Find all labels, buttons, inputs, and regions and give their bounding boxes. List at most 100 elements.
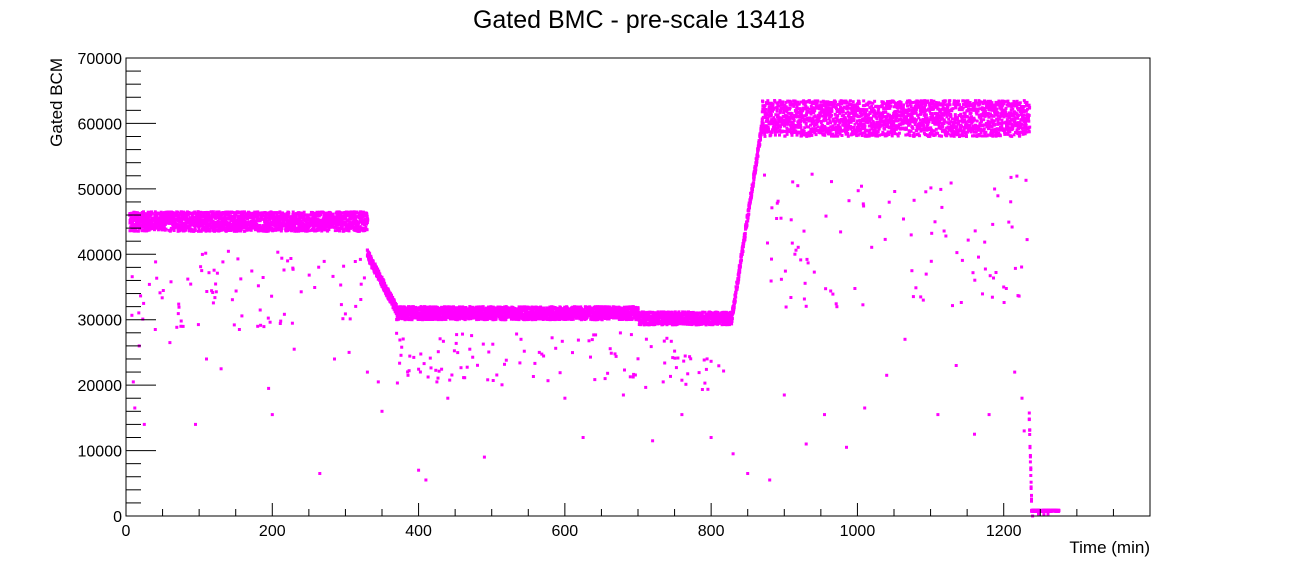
data-point — [232, 323, 236, 327]
data-point — [613, 305, 617, 309]
data-point — [434, 368, 438, 372]
data-point — [516, 311, 520, 315]
data-point — [236, 257, 240, 261]
data-point — [546, 313, 550, 317]
data-point — [630, 316, 634, 320]
data-point — [243, 210, 246, 214]
data-point — [234, 289, 238, 293]
data-point — [551, 308, 555, 312]
data-point — [215, 223, 219, 227]
data-point — [149, 213, 153, 217]
data-point — [146, 226, 150, 230]
data-point — [377, 269, 381, 273]
data-point — [397, 315, 401, 319]
data-point — [246, 228, 250, 232]
data-point — [247, 226, 250, 230]
data-point — [644, 319, 648, 323]
data-point — [398, 338, 402, 342]
data-point — [145, 213, 149, 217]
data-point — [406, 314, 410, 318]
data-point — [240, 314, 244, 318]
data-point — [695, 321, 699, 325]
data-point — [354, 218, 358, 222]
data-point — [392, 298, 396, 302]
data-point — [339, 213, 343, 217]
data-point — [432, 317, 436, 321]
data-point — [593, 312, 597, 316]
data-point — [574, 305, 578, 309]
data-point — [173, 226, 177, 230]
data-point — [176, 210, 180, 214]
data-point — [538, 317, 542, 321]
data-point — [266, 316, 270, 320]
data-point — [152, 222, 156, 226]
data-point — [441, 339, 445, 343]
data-point — [132, 229, 136, 233]
data-point — [686, 372, 690, 376]
data-point — [481, 342, 485, 346]
data-point — [438, 337, 442, 341]
data-point — [163, 223, 167, 226]
data-point — [391, 295, 395, 299]
data-point — [238, 226, 242, 230]
data-point — [200, 269, 204, 273]
data-point — [159, 213, 163, 217]
data-point — [541, 315, 545, 319]
data-point — [418, 317, 422, 321]
data-point — [177, 302, 181, 306]
data-point — [631, 375, 635, 379]
data-point — [456, 351, 460, 355]
data-point — [686, 317, 690, 321]
data-point — [524, 316, 528, 320]
data-point — [504, 317, 508, 321]
data-point — [683, 354, 687, 358]
data-point — [563, 306, 567, 310]
data-point — [358, 219, 362, 223]
data-point — [211, 210, 215, 214]
data-point — [522, 318, 526, 322]
data-point — [636, 307, 640, 311]
data-point — [362, 276, 366, 280]
data-point — [390, 293, 393, 297]
data-point — [353, 260, 357, 263]
data-point — [428, 356, 432, 360]
data-point — [354, 304, 358, 308]
data-point — [341, 317, 345, 321]
data-point — [201, 215, 205, 219]
data-point — [241, 220, 245, 224]
data-point — [185, 215, 189, 219]
data-point — [481, 305, 485, 309]
data-point — [184, 224, 188, 228]
data-point — [603, 308, 607, 312]
data-point — [438, 313, 442, 317]
data-point — [632, 372, 636, 376]
data-point — [673, 356, 677, 360]
data-point — [709, 359, 713, 363]
data-point — [204, 223, 208, 227]
data-point — [297, 224, 301, 228]
data-point — [394, 303, 398, 306]
data-point — [302, 210, 306, 214]
data-point — [422, 362, 426, 366]
data-point — [673, 349, 677, 353]
data-point — [669, 374, 672, 378]
data-point — [614, 354, 618, 358]
data-point — [179, 216, 183, 220]
data-point — [571, 317, 575, 321]
data-point — [137, 217, 141, 220]
data-point — [696, 312, 700, 316]
data-point — [142, 301, 146, 305]
data-point — [242, 218, 246, 222]
data-point — [354, 215, 358, 219]
data-point — [227, 213, 230, 217]
data-point — [614, 313, 618, 317]
data-point — [589, 355, 592, 359]
data-point — [162, 226, 166, 230]
data-point — [236, 216, 240, 220]
data-point — [300, 211, 304, 215]
data-point — [168, 212, 172, 216]
data-point — [297, 214, 301, 218]
data-point — [689, 357, 693, 361]
data-point — [197, 218, 201, 222]
data-point — [199, 210, 203, 214]
